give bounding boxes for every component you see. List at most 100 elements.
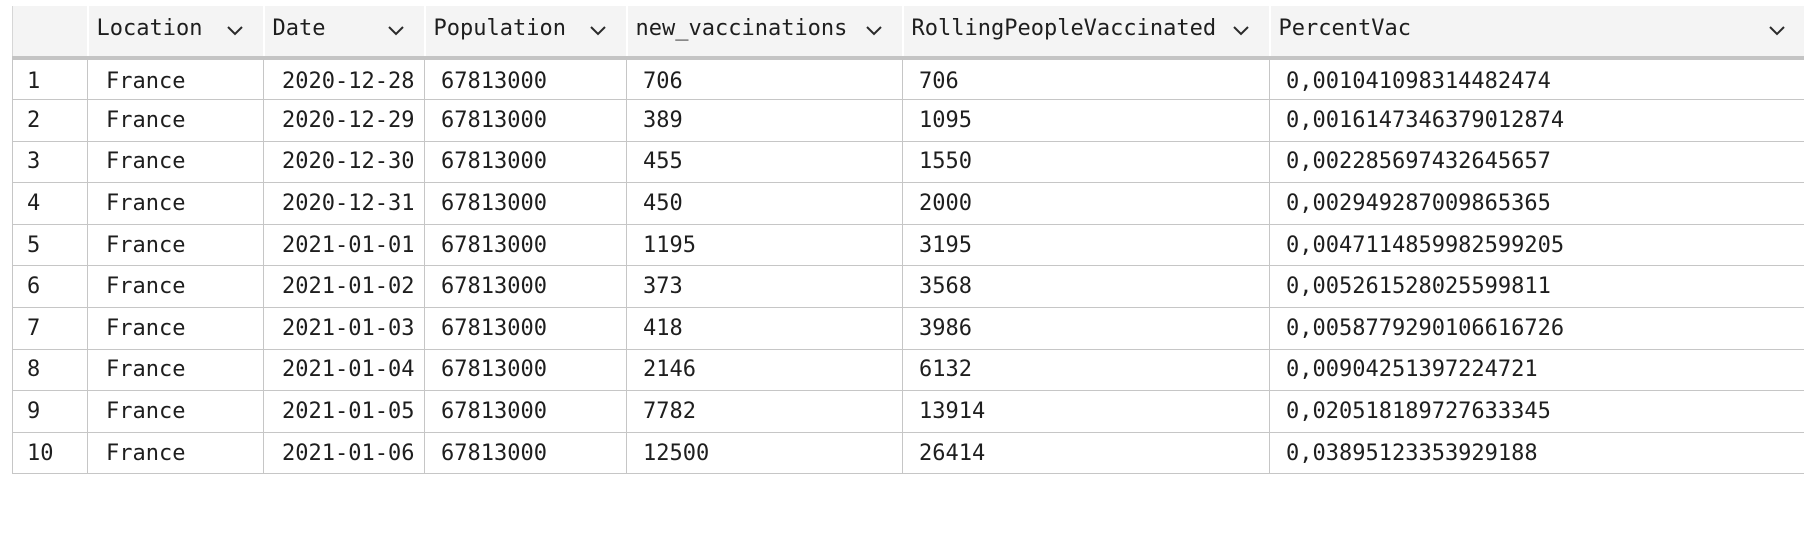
- table-row[interactable]: 7 France 2021-01-03 67813000 418 3986 0,005877…: [12, 307, 1804, 350]
- row-number-cell[interactable]: 9: [12, 390, 88, 433]
- cell-percent[interactable]: 0,0058779290106616726: [1269, 307, 1804, 350]
- table-row[interactable]: 8 France 2021-01-04 67813000 2146 6132 0,00904…: [12, 349, 1804, 392]
- cell-new-vaccinations[interactable]: 418: [626, 307, 903, 350]
- cell-location[interactable]: France: [87, 182, 264, 225]
- table-row[interactable]: 6 France 2021-01-02 67813000 373 3568 0,005261…: [12, 265, 1804, 309]
- cell-new-vaccinations[interactable]: 373: [626, 265, 903, 309]
- cell-population[interactable]: 67813000: [424, 182, 627, 225]
- cell-percent[interactable]: 0,0016147346379012874: [1269, 99, 1804, 142]
- cell-population[interactable]: 67813000: [424, 432, 627, 475]
- cell-location[interactable]: France: [87, 99, 264, 142]
- cell-population[interactable]: 67813000: [424, 224, 627, 267]
- cell-rolling[interactable]: 706: [902, 58, 1270, 101]
- column-header-label: PercentVac: [1278, 15, 1411, 41]
- cell-date[interactable]: 2020-12-31: [263, 182, 425, 225]
- column-header-date[interactable]: Date: [262, 6, 425, 60]
- table-row[interactable]: 4 France 2020-12-31 67813000 450 2000 0,002949…: [12, 182, 1804, 225]
- cell-date[interactable]: 2021-01-01: [263, 224, 425, 267]
- cell-new-vaccinations[interactable]: 450: [626, 182, 903, 225]
- cell-percent[interactable]: 0,005261528025599811: [1269, 265, 1804, 309]
- cell-date[interactable]: 2021-01-02: [263, 265, 425, 309]
- table-row[interactable]: 1 France 2020-12-28 67813000 706 706 0,0010410…: [12, 58, 1804, 101]
- cell-percent[interactable]: 0,020518189727633345: [1269, 390, 1804, 433]
- cell-percent[interactable]: 0,002949287009865365: [1269, 182, 1804, 225]
- cell-rolling[interactable]: 3195: [902, 224, 1270, 267]
- chevron-down-icon[interactable]: [1231, 20, 1251, 40]
- chevron-down-icon[interactable]: [864, 20, 884, 40]
- results-table: Location Date Population new_vaccinations Ro…: [12, 6, 1804, 475]
- cell-population[interactable]: 67813000: [424, 307, 627, 350]
- cell-rolling[interactable]: 2000: [902, 182, 1270, 225]
- column-header-label: Date: [272, 15, 326, 41]
- chevron-down-icon[interactable]: [588, 20, 608, 40]
- cell-rolling[interactable]: 26414: [902, 432, 1270, 475]
- table-row[interactable]: 5 France 2021-01-01 67813000 1195 3195 0,00471…: [12, 224, 1804, 267]
- row-number-cell[interactable]: 6: [12, 265, 88, 309]
- cell-rolling[interactable]: 6132: [902, 349, 1270, 392]
- cell-location[interactable]: France: [87, 349, 264, 392]
- cell-date[interactable]: 2021-01-03: [263, 307, 425, 350]
- cell-percent[interactable]: 0,03895123353929188: [1269, 432, 1804, 475]
- cell-date[interactable]: 2020-12-30: [263, 141, 425, 184]
- row-number-cell[interactable]: 10: [12, 432, 88, 475]
- cell-date[interactable]: 2020-12-29: [263, 99, 425, 142]
- row-number-cell[interactable]: 7: [12, 307, 88, 350]
- cell-rolling[interactable]: 1095: [902, 99, 1270, 142]
- cell-population[interactable]: 67813000: [424, 99, 627, 142]
- cell-new-vaccinations[interactable]: 389: [626, 99, 903, 142]
- column-header-population[interactable]: Population: [423, 6, 627, 60]
- cell-rolling[interactable]: 1550: [902, 141, 1270, 184]
- column-header-label: Population: [433, 15, 566, 41]
- cell-location[interactable]: France: [87, 390, 264, 433]
- cell-date[interactable]: 2021-01-05: [263, 390, 425, 433]
- row-number-cell[interactable]: 8: [12, 349, 88, 392]
- cell-population[interactable]: 67813000: [424, 141, 627, 184]
- row-number-cell[interactable]: 1: [12, 58, 88, 101]
- row-number-cell[interactable]: 2: [12, 99, 88, 142]
- table-row[interactable]: 9 France 2021-01-05 67813000 7782 13914 0,0205…: [12, 390, 1804, 433]
- column-header-new-vaccinations[interactable]: new_vaccinations: [625, 6, 903, 60]
- cell-location[interactable]: France: [87, 432, 264, 475]
- cell-location[interactable]: France: [87, 224, 264, 267]
- cell-location[interactable]: France: [87, 265, 264, 309]
- cell-population[interactable]: 67813000: [424, 349, 627, 392]
- chevron-down-icon[interactable]: [1767, 20, 1787, 40]
- cell-percent[interactable]: 0,00904251397224721: [1269, 349, 1804, 392]
- results-grid: Location Date Population new_vaccinations Ro…: [12, 6, 1804, 475]
- cell-percent[interactable]: 0,002285697432645657: [1269, 141, 1804, 184]
- cell-date[interactable]: 2021-01-06: [263, 432, 425, 475]
- cell-percent[interactable]: 0,0047114859982599205: [1269, 224, 1804, 267]
- cell-new-vaccinations[interactable]: 455: [626, 141, 903, 184]
- column-header-rolling[interactable]: RollingPeopleVaccinated: [901, 6, 1270, 60]
- cell-new-vaccinations[interactable]: 2146: [626, 349, 903, 392]
- column-header-percent[interactable]: PercentVac: [1268, 6, 1804, 60]
- cell-rolling[interactable]: 3986: [902, 307, 1270, 350]
- row-number-cell[interactable]: 3: [12, 141, 88, 184]
- cell-rolling[interactable]: 13914: [902, 390, 1270, 433]
- column-header-index[interactable]: [12, 6, 88, 60]
- cell-population[interactable]: 67813000: [424, 390, 627, 433]
- header-row: Location Date Population new_vaccinations Ro…: [12, 6, 1804, 60]
- column-header-location[interactable]: Location: [86, 6, 264, 60]
- cell-location[interactable]: France: [87, 58, 264, 101]
- cell-new-vaccinations[interactable]: 1195: [626, 224, 903, 267]
- cell-new-vaccinations[interactable]: 7782: [626, 390, 903, 433]
- chevron-down-icon[interactable]: [386, 20, 406, 40]
- table-row[interactable]: 10 France 2021-01-06 67813000 12500 26414 0,03…: [12, 432, 1804, 475]
- table-row[interactable]: 2 France 2020-12-29 67813000 389 1095 0,001614…: [12, 99, 1804, 142]
- cell-location[interactable]: France: [87, 307, 264, 350]
- row-number-cell[interactable]: 4: [12, 182, 88, 225]
- cell-population[interactable]: 67813000: [424, 265, 627, 309]
- cell-rolling[interactable]: 3568: [902, 265, 1270, 309]
- table-row[interactable]: 3 France 2020-12-30 67813000 455 1550 0,002285…: [12, 141, 1804, 184]
- cell-date[interactable]: 2020-12-28: [263, 58, 425, 101]
- cell-location[interactable]: France: [87, 141, 264, 184]
- cell-percent[interactable]: 0,001041098314482474: [1269, 58, 1804, 101]
- column-header-label: RollingPeopleVaccinated: [911, 15, 1217, 41]
- cell-new-vaccinations[interactable]: 12500: [626, 432, 903, 475]
- chevron-down-icon[interactable]: [225, 20, 245, 40]
- cell-new-vaccinations[interactable]: 706: [626, 58, 903, 101]
- cell-date[interactable]: 2021-01-04: [263, 349, 425, 392]
- cell-population[interactable]: 67813000: [424, 58, 627, 101]
- row-number-cell[interactable]: 5: [12, 224, 88, 267]
